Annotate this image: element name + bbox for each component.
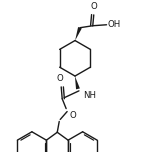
- Polygon shape: [75, 76, 80, 89]
- Text: O: O: [91, 2, 98, 11]
- Text: NH: NH: [83, 91, 96, 100]
- Text: O: O: [57, 74, 64, 83]
- Polygon shape: [75, 27, 82, 41]
- Text: OH: OH: [108, 20, 121, 29]
- Text: O: O: [69, 111, 76, 120]
